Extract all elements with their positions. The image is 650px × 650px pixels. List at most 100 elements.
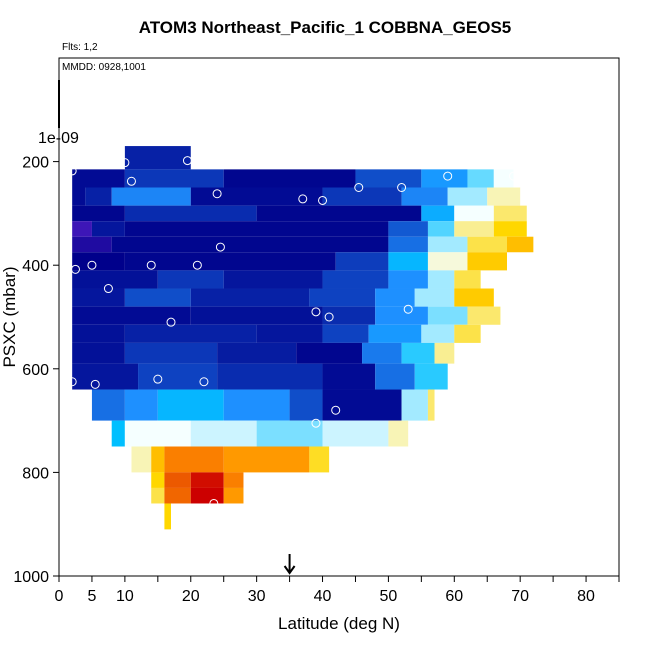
flight-point <box>67 377 77 387</box>
flight-point <box>509 171 519 181</box>
y-tick-label: 600 <box>22 362 49 379</box>
heatmap-cell <box>72 363 139 390</box>
heatmap-cell <box>388 221 428 237</box>
heatmap-cell <box>124 169 224 188</box>
flight-point <box>153 374 163 384</box>
chart-subtitle: Flts: 1,2 <box>62 42 98 53</box>
heatmap-cell <box>124 288 191 307</box>
heatmap-cell <box>124 324 257 343</box>
flight-point <box>443 171 453 181</box>
flight-point <box>324 312 334 322</box>
heatmap-cell <box>427 252 468 271</box>
heatmap-cell <box>124 146 191 170</box>
axes: 0 5 10 20 30 40 50 60 70 80 200 400 600 800 1000 <box>13 57 620 605</box>
heatmap-cell <box>72 288 125 307</box>
flight-point <box>199 377 209 387</box>
x-tick-label: 60 <box>445 588 463 605</box>
plot-frame <box>58 57 620 577</box>
heatmap-cell <box>309 288 376 307</box>
heatmap-cell <box>190 288 310 307</box>
heatmap-cell <box>421 324 455 343</box>
heatmap-cell <box>401 342 435 364</box>
heatmap-cell <box>375 363 415 390</box>
flight-point <box>318 195 328 205</box>
heatmap-cell <box>217 363 323 390</box>
heatmap-cell <box>124 420 191 447</box>
x-tick-label: 50 <box>380 588 398 605</box>
flight-point <box>146 260 156 270</box>
heatmap-cell <box>164 446 224 473</box>
heatmap-cell <box>151 487 165 504</box>
flight-point <box>67 166 77 176</box>
heatmap-cell <box>355 169 422 188</box>
heatmap-cell <box>72 252 125 271</box>
heatmap-cell <box>256 420 323 447</box>
heatmap-cell <box>414 288 455 307</box>
x-tick-label: 5 <box>87 588 96 605</box>
chart-annotation: MMDD: 0928,1001 <box>62 62 146 73</box>
heatmap-cell <box>124 221 389 237</box>
heatmap-cell <box>507 236 534 253</box>
heatmap-cell <box>322 187 402 206</box>
heatmap-cell <box>447 187 488 206</box>
heatmap-cell <box>223 446 310 473</box>
heatmap-cell <box>72 236 112 253</box>
heatmap-cell <box>296 342 363 364</box>
heatmap-cell <box>124 252 336 271</box>
flight-point <box>397 183 407 192</box>
heatmap-cell <box>309 446 330 473</box>
flight-point <box>354 183 364 192</box>
flight-point <box>182 156 192 166</box>
heatmap-cell <box>217 342 297 364</box>
heatmap-cell <box>72 205 125 222</box>
heatmap-cell <box>467 252 507 271</box>
y-axis-label: PSXC (mbar) <box>0 266 19 368</box>
x-tick-label: 30 <box>248 588 266 605</box>
flight-point <box>120 158 130 168</box>
y-tick-label: 200 <box>22 155 49 172</box>
latitude-arrow-head <box>283 565 296 575</box>
flight-point <box>90 379 100 389</box>
heatmap-cell <box>91 221 125 237</box>
heatmap-cell <box>375 306 428 325</box>
flight-point <box>298 194 308 204</box>
heatmap-cell <box>388 252 428 271</box>
y-tick-label: 1000 <box>13 569 49 586</box>
heatmap-cell <box>388 236 428 253</box>
x-tick-label: 20 <box>182 588 200 605</box>
heatmap-cell <box>72 342 125 364</box>
heatmap-cell <box>72 221 92 237</box>
heatmap-cell <box>388 420 409 447</box>
heatmap-cell <box>190 420 257 447</box>
heatmap-cell <box>454 324 481 343</box>
heatmap-cell <box>223 487 244 504</box>
heatmap-cell <box>151 446 165 473</box>
heatmap-cell <box>138 363 218 390</box>
heatmap-cell <box>190 487 224 504</box>
heatmap-cell <box>223 389 290 421</box>
heatmap-cell <box>223 472 244 488</box>
x-tick-label: 0 <box>55 588 64 605</box>
heatmap-cell <box>190 472 224 488</box>
heatmap-cell <box>131 446 152 473</box>
flight-point <box>311 418 321 428</box>
heatmap-cell <box>164 503 171 530</box>
heatmap-cell <box>454 221 494 237</box>
flight-point <box>87 260 97 270</box>
scale-label: 1e-09 <box>38 130 79 147</box>
heatmap-cell <box>322 306 376 325</box>
heatmap-cell <box>454 205 494 222</box>
heatmap-cell <box>72 187 86 206</box>
heatmap-cell <box>421 205 455 222</box>
flight-point <box>403 304 413 314</box>
flight-point <box>331 405 341 415</box>
y-tick-label: 400 <box>22 258 49 275</box>
heatmap-cell <box>157 270 224 289</box>
heatmap-cell <box>362 342 402 364</box>
heatmap-cell <box>72 324 125 343</box>
flight-point <box>166 317 176 327</box>
heatmap-cell <box>427 306 468 325</box>
heatmap-cell <box>322 420 389 447</box>
